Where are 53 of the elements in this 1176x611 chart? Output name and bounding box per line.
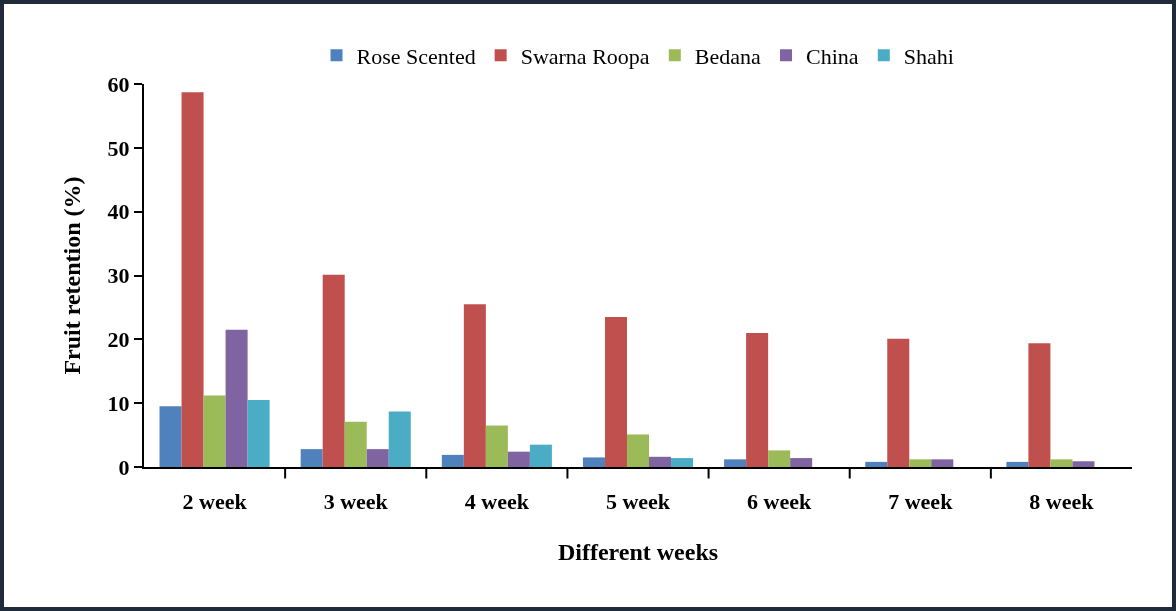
x-tick-label: 3 week <box>323 489 389 515</box>
bar <box>790 458 813 467</box>
y-tick-label: 50 <box>107 135 130 161</box>
bar <box>159 406 182 467</box>
bar <box>865 461 888 467</box>
bar <box>203 395 226 467</box>
y-tick-label: 60 <box>107 71 130 97</box>
bar <box>768 450 791 467</box>
bar <box>582 457 605 467</box>
bar <box>626 434 650 467</box>
y-tick-label: 40 <box>107 199 130 225</box>
y-axis-title: Fruit retention (%) <box>59 176 86 375</box>
x-tick-label: 6 week <box>747 489 812 515</box>
y-tick-label: 0 <box>118 454 130 480</box>
bar <box>604 316 627 467</box>
legend-label: Rose Scented <box>356 43 476 69</box>
bar <box>322 274 345 467</box>
x-tick-label: 8 week <box>1029 489 1095 515</box>
x-axis-title: Different weeks <box>557 539 719 566</box>
bar <box>649 456 672 467</box>
x-tick-label: 5 week <box>605 489 671 515</box>
bar <box>300 449 323 467</box>
bar <box>366 449 389 467</box>
bar <box>388 411 411 467</box>
bar <box>671 458 694 467</box>
bar <box>887 338 910 467</box>
y-tick-label: 20 <box>107 327 130 353</box>
bar <box>1050 459 1073 467</box>
bar <box>724 459 747 467</box>
legend-label: China <box>806 43 859 69</box>
x-tick-label: 4 week <box>464 489 530 515</box>
bar <box>441 454 464 467</box>
bar <box>225 329 248 467</box>
bar <box>1028 343 1051 467</box>
legend-label: Shahi <box>903 43 954 69</box>
bar <box>463 304 486 467</box>
legend-label: Swarna Roopa <box>520 43 650 69</box>
bar <box>1072 461 1095 467</box>
bar <box>485 425 508 467</box>
bar <box>507 451 530 467</box>
y-tick-label: 10 <box>107 390 130 416</box>
bar <box>181 92 204 467</box>
x-tick-label: 2 week <box>182 489 248 515</box>
y-tick-label: 30 <box>107 263 130 289</box>
bar <box>909 459 932 467</box>
bar <box>529 444 552 467</box>
bar <box>931 459 954 467</box>
x-tick-label: 7 week <box>888 489 954 515</box>
bar <box>746 332 769 467</box>
bar <box>344 421 367 467</box>
bar <box>1006 461 1029 467</box>
legend-label: Bedana <box>694 43 762 69</box>
bar <box>247 399 270 467</box>
